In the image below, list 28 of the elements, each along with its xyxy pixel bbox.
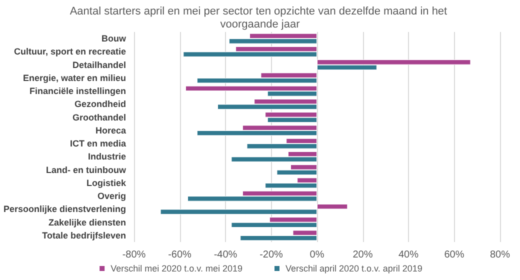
x-tick-label: -80% — [122, 250, 146, 260]
y-tick-label: Totale bedrijfsleven — [42, 230, 126, 240]
y-tick-label: Gezondheid — [74, 99, 126, 110]
x-tick-label: 0% — [310, 250, 324, 260]
y-tick-label: Land- en tuinbouw — [46, 164, 127, 175]
y-tick-label: Bouw — [102, 34, 127, 44]
x-tick-label: 20% — [352, 250, 373, 260]
y-tick-label: Cultuur, sport en recreatie — [14, 46, 126, 57]
x-tick-label: 80% — [490, 250, 510, 260]
y-tick-label: Persoonlijke dienstverlening — [3, 204, 126, 214]
y-tick-label: Overig — [97, 191, 126, 202]
y-tick-label: Logistiek — [86, 178, 127, 188]
y-tick-label: Horeca — [95, 125, 127, 136]
x-tick-label: -60% — [168, 250, 192, 260]
y-tick-label: Detailhandel — [72, 60, 126, 70]
y-tick-label: Energie, water en milieu — [22, 72, 126, 83]
y-tick-label: Financiële instellingen — [29, 86, 126, 96]
legend-label: Verschil april 2020 t.o.v. april 2019 — [285, 264, 422, 274]
y-tick-label: Industrie — [88, 152, 126, 162]
x-tick-label: 40% — [398, 250, 419, 260]
chart-title: Aantal starters april en mei per sector ten opzichte van dezelfde maand in het voorgaande jaar — [70, 6, 450, 30]
legend-label: Verschil mei 2020 t.o.v. mei 2019 — [110, 264, 242, 274]
y-tick-label: Groothandel — [72, 112, 126, 122]
x-tick-label: -40% — [214, 250, 238, 260]
x-tick-label: -20% — [260, 250, 284, 260]
y-tick-label: Zakelijke diensten — [48, 217, 126, 228]
y-tick-label: ICT en media — [70, 138, 127, 149]
x-tick-label: 60% — [444, 250, 464, 260]
